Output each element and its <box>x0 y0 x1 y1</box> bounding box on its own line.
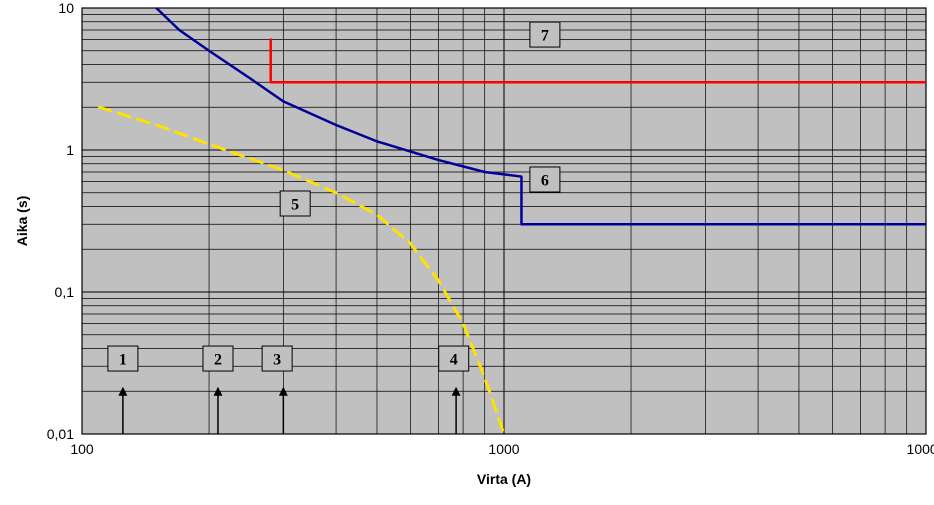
y-tick-label: 0,1 <box>55 284 75 300</box>
y-axis-title: Aika (s) <box>14 196 30 247</box>
marker-3-label: 3 <box>273 352 281 369</box>
x-tick-label: 10000 <box>907 441 934 457</box>
x-axis-title: Virta (A) <box>477 471 531 487</box>
marker-1-label: 1 <box>119 352 127 369</box>
marker-2: 2 <box>203 346 233 371</box>
marker-6-label: 6 <box>541 172 549 189</box>
marker-6: 6 <box>530 167 560 192</box>
x-tick-label: 100 <box>70 441 94 457</box>
marker-4-label: 4 <box>450 352 458 369</box>
marker-1: 1 <box>108 346 138 371</box>
x-tick-label: 1000 <box>488 441 519 457</box>
marker-7-label: 7 <box>541 28 549 45</box>
marker-5-label: 5 <box>291 196 299 213</box>
y-tick-label: 1 <box>66 142 74 158</box>
marker-2-label: 2 <box>214 352 222 369</box>
marker-7: 7 <box>530 22 560 47</box>
y-tick-label: 10 <box>58 0 74 16</box>
y-tick-label: 0,01 <box>47 426 74 442</box>
marker-5: 5 <box>280 191 310 216</box>
marker-3: 3 <box>262 346 292 371</box>
marker-4: 4 <box>439 346 469 371</box>
